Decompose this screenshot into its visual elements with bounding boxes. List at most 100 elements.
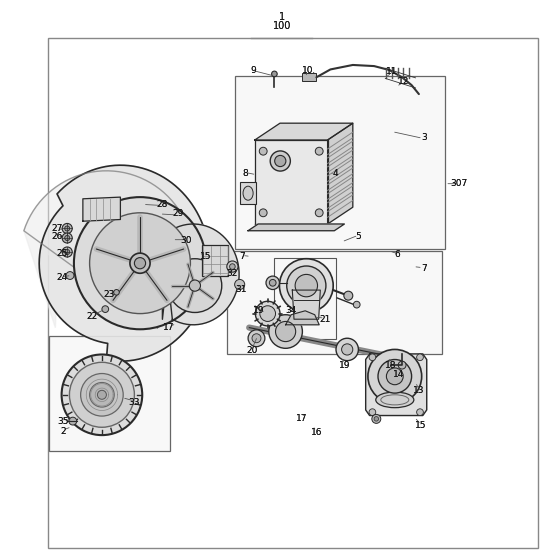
Circle shape	[90, 213, 190, 314]
Text: 3: 3	[422, 133, 427, 142]
Text: 21: 21	[319, 315, 330, 324]
Text: 22: 22	[87, 312, 98, 321]
Ellipse shape	[243, 186, 253, 200]
Circle shape	[252, 334, 261, 343]
Polygon shape	[255, 140, 328, 224]
Circle shape	[114, 290, 119, 295]
Circle shape	[255, 301, 280, 326]
Text: 11: 11	[386, 67, 398, 76]
Text: 19: 19	[253, 306, 264, 315]
Circle shape	[417, 354, 423, 361]
Text: 28: 28	[157, 200, 168, 209]
Text: 18: 18	[385, 361, 396, 370]
Text: 20: 20	[246, 346, 258, 354]
Circle shape	[279, 259, 333, 312]
Circle shape	[374, 417, 379, 421]
Polygon shape	[292, 290, 320, 319]
Bar	[48, 38, 538, 548]
Text: 1: 1	[279, 12, 284, 22]
Text: 15: 15	[416, 421, 427, 430]
Text: 27: 27	[52, 224, 63, 233]
Text: 15: 15	[416, 421, 427, 430]
Text: 19: 19	[339, 361, 350, 370]
Text: 32: 32	[227, 269, 238, 278]
Circle shape	[62, 247, 72, 257]
Text: 2: 2	[60, 427, 66, 436]
Circle shape	[378, 360, 412, 393]
Circle shape	[269, 315, 302, 348]
Text: 8: 8	[242, 169, 248, 178]
Polygon shape	[255, 123, 353, 140]
Polygon shape	[248, 224, 344, 231]
Circle shape	[235, 279, 245, 290]
Text: 4: 4	[332, 169, 338, 178]
Circle shape	[417, 409, 423, 416]
Circle shape	[342, 344, 353, 355]
Circle shape	[259, 147, 267, 155]
Circle shape	[65, 250, 70, 255]
Text: 23: 23	[104, 290, 115, 298]
Circle shape	[272, 71, 277, 77]
Circle shape	[315, 147, 323, 155]
Circle shape	[65, 226, 70, 231]
Text: 11: 11	[386, 67, 398, 76]
Bar	[96, 238, 108, 249]
Circle shape	[368, 349, 422, 403]
Text: 17: 17	[164, 323, 175, 332]
Circle shape	[168, 259, 222, 312]
Bar	[302, 73, 316, 81]
Text: 31: 31	[235, 285, 246, 294]
Text: 307: 307	[451, 179, 468, 188]
Text: 30: 30	[180, 236, 192, 245]
Bar	[235, 76, 445, 249]
Circle shape	[69, 417, 77, 425]
Text: 12: 12	[398, 77, 409, 86]
Text: 17: 17	[296, 414, 307, 423]
Text: 13: 13	[413, 386, 424, 395]
Text: 100: 100	[273, 21, 291, 31]
Circle shape	[372, 414, 381, 423]
Polygon shape	[83, 197, 120, 221]
Text: 27: 27	[52, 224, 63, 233]
Circle shape	[102, 306, 109, 312]
Circle shape	[90, 382, 114, 407]
Text: 30: 30	[180, 236, 192, 245]
Text: 9: 9	[250, 66, 256, 75]
Bar	[274, 258, 336, 339]
Text: 29: 29	[172, 209, 184, 218]
Circle shape	[62, 233, 72, 243]
Text: 7: 7	[422, 264, 427, 273]
Circle shape	[66, 272, 74, 279]
Circle shape	[62, 223, 72, 234]
Circle shape	[295, 274, 318, 297]
Text: 9: 9	[250, 66, 256, 75]
Circle shape	[189, 280, 200, 291]
Text: 35: 35	[57, 417, 68, 426]
Text: 6: 6	[395, 250, 400, 259]
Text: 4: 4	[332, 169, 338, 178]
Circle shape	[227, 261, 238, 272]
Text: 33: 33	[129, 398, 140, 407]
Text: 26: 26	[52, 232, 63, 241]
Text: 13: 13	[413, 386, 424, 395]
Text: 24: 24	[56, 273, 67, 282]
Text: 19: 19	[253, 306, 264, 315]
Polygon shape	[328, 123, 353, 224]
Text: 25: 25	[56, 249, 67, 258]
Circle shape	[276, 321, 296, 342]
Text: 14: 14	[393, 370, 404, 379]
Text: 5: 5	[356, 232, 361, 241]
Text: 1: 1	[279, 12, 284, 22]
Bar	[240, 182, 256, 204]
Circle shape	[105, 246, 133, 274]
Text: 29: 29	[172, 209, 184, 218]
Bar	[227, 251, 442, 354]
Text: 7: 7	[422, 264, 427, 273]
Text: 6: 6	[395, 250, 400, 259]
Circle shape	[74, 197, 206, 329]
Bar	[96, 272, 108, 283]
Circle shape	[65, 236, 70, 241]
Text: 14: 14	[393, 370, 404, 379]
Text: 7: 7	[239, 252, 245, 261]
Text: 7: 7	[239, 252, 245, 261]
